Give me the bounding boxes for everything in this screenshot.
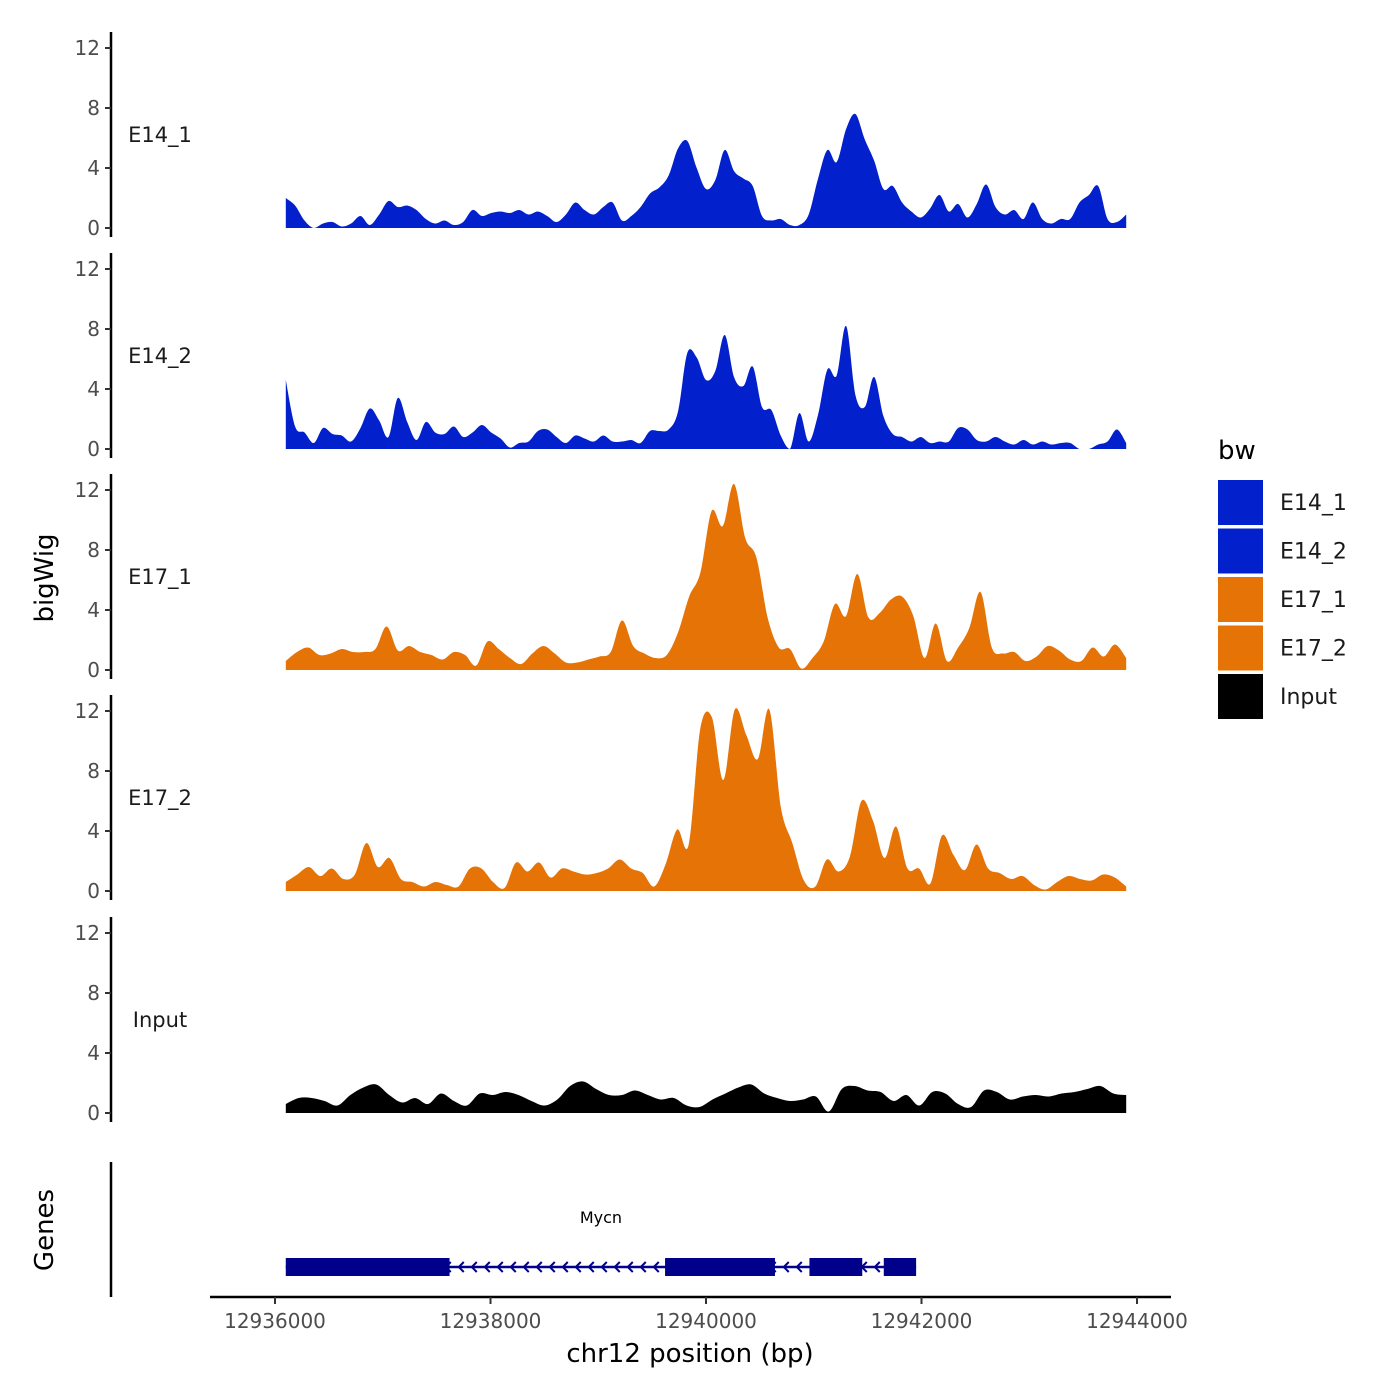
y-tick-label: 8 [87,538,100,562]
y-tick-label: 4 [87,819,100,843]
y-tick-label: 0 [87,658,100,682]
y-tick-label: 4 [87,1041,100,1065]
legend-swatch [1218,480,1263,525]
gene-exons [285,1258,917,1276]
gene-track-title: Genes [30,1189,60,1271]
strand-arrow [652,1261,660,1273]
gene-exon [285,1258,450,1276]
y-tick-label: 4 [87,598,100,622]
strand-arrow [626,1261,634,1273]
legend-swatch [1218,528,1263,574]
gene-exon [809,1258,863,1276]
strand-arrow [509,1261,517,1273]
y-tick-label: 0 [87,1101,100,1125]
strand-arrow [496,1261,504,1273]
coverage-area-E14_2 [285,325,1127,449]
x-axis-title: chr12 position (bp) [566,1339,813,1369]
coverage-area-E17_2 [285,708,1127,891]
strand-arrow [639,1261,647,1273]
strand-arrow [795,1261,803,1273]
track-panel-E14_1: 0 4 8 12 E14_1 [75,32,1127,240]
gene-track: Genes Mycn [30,1162,917,1297]
legend-label: E17_2 [1280,637,1347,662]
x-axis: 12936000 12938000 12940000 12942000 12944000… [210,1295,1188,1369]
y-tick-label: 12 [75,257,100,281]
track-label: E14_2 [128,344,192,369]
y-axis-title: bigWig [30,533,60,622]
legend-swatch [1218,577,1263,622]
strand-arrow [600,1261,608,1273]
legend-items: E14_1 E14_2 E17_1 E17_2 Input [1218,480,1347,719]
y-tick-label: 8 [87,981,100,1005]
track-label: Input [133,1008,187,1032]
legend: bw E14_1 E14_2 E17_1 E17_2 Input [1218,436,1347,719]
track-label: E14_1 [128,123,192,148]
y-tick-label: 8 [87,317,100,341]
x-tick-label: 12936000 [224,1309,326,1333]
gene-exon [883,1258,917,1276]
legend-label: E14_2 [1280,540,1347,565]
legend-swatch [1218,674,1263,719]
track-panel-E14_2: 0 4 8 12 E14_2 [75,253,1127,461]
y-tick-label: 4 [87,377,100,401]
strand-arrow [470,1261,478,1273]
y-tick-label: 12 [75,478,100,502]
y-tick-label: 12 [75,36,100,60]
legend-label: Input [1280,685,1337,710]
x-tick-label: 12944000 [1086,1309,1188,1333]
y-tick-label: 0 [87,437,100,461]
strand-arrow [548,1261,556,1273]
x-tick-label: 12938000 [440,1309,542,1333]
strand-arrow [587,1261,595,1273]
y-tick-label: 8 [87,96,100,120]
x-tick-label: 12942000 [871,1309,973,1333]
coverage-area-E17_1 [285,483,1127,670]
legend-title: bw [1218,436,1256,466]
track-label: E17_2 [128,786,192,811]
legend-label: E17_1 [1280,588,1347,613]
gene-name-label: Mycn [580,1208,622,1227]
y-tick-label: 12 [75,699,100,723]
track-panel-Input: 0 4 8 12 Input [75,917,1127,1125]
x-axis-ticks: 12936000 12938000 12940000 12942000 12944000 [224,1297,1188,1333]
strand-arrow [522,1261,530,1273]
strand-arrow [483,1261,491,1273]
y-tick-label: 12 [75,921,100,945]
track-label: E17_1 [128,565,192,590]
gene-exon [665,1258,775,1276]
strand-arrow [457,1261,465,1273]
track-panel-E17_2: 0 4 8 12 E17_2 [75,695,1127,903]
coverage-area-E14_1 [285,113,1127,228]
strand-arrow [613,1261,621,1273]
legend-label: E14_1 [1280,491,1347,516]
strand-arrow [574,1261,582,1273]
track-panel-E17_1: 0 4 8 12 E17_1 [75,474,1127,682]
tracks-layer: 0 4 8 12 E14_1 0 4 8 12 E14_2 0 4 8 12 E17_1 0 4 8 12 E17_2… [75,32,1127,1125]
y-tick-label: 8 [87,759,100,783]
strand-arrow [782,1261,790,1273]
y-tick-label: 0 [87,216,100,240]
strand-arrow [535,1261,543,1273]
strand-arrow [561,1261,569,1273]
strand-arrow [873,1261,881,1273]
y-tick-label: 0 [87,879,100,903]
y-tick-label: 4 [87,156,100,180]
x-tick-label: 12940000 [655,1309,757,1333]
coverage-area-Input [285,1081,1127,1113]
legend-swatch [1218,625,1263,671]
